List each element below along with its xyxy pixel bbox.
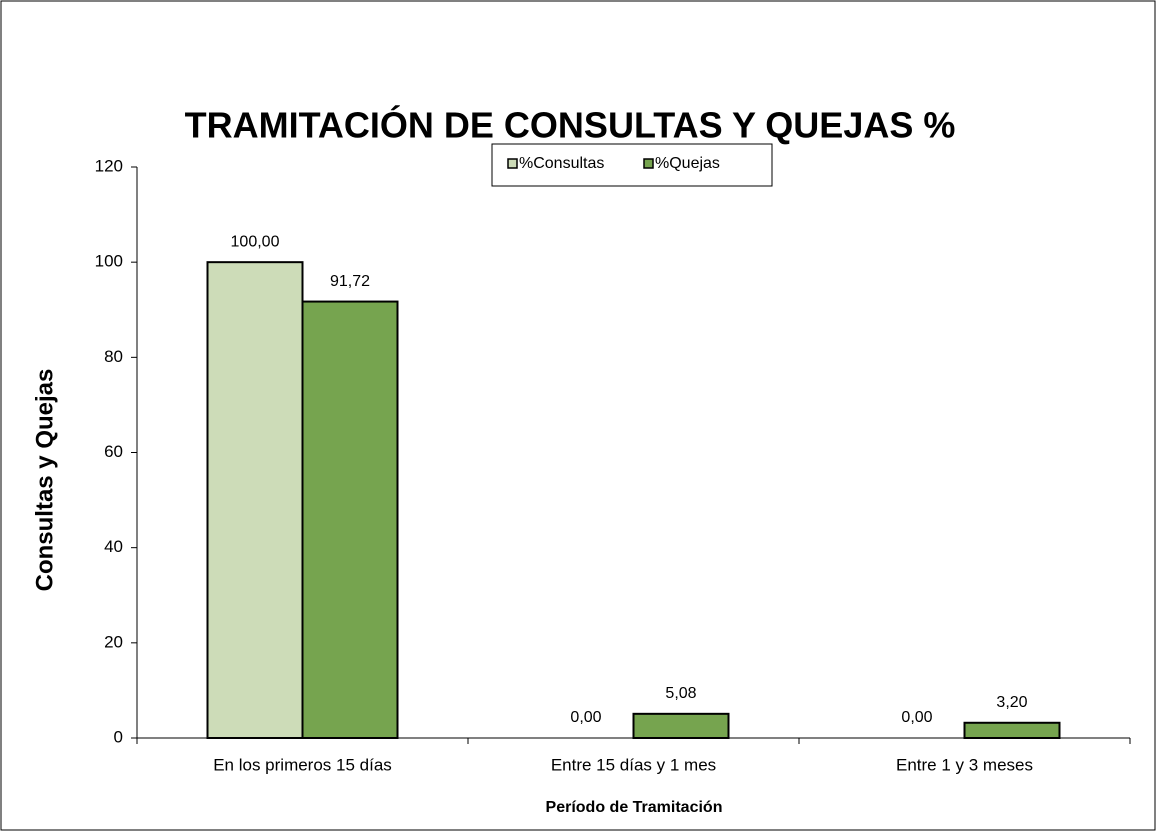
bar <box>206 261 304 739</box>
x-tick-label: Entre 15 días y 1 mes <box>551 755 716 774</box>
value-label: 3,20 <box>996 694 1027 711</box>
value-label: 5,08 <box>665 685 696 702</box>
y-tick-label: 40 <box>104 537 123 556</box>
legend-swatch <box>643 158 654 169</box>
legend-label: %Quejas <box>655 155 720 172</box>
x-tick-label: En los primeros 15 días <box>213 755 392 774</box>
y-tick-label: 20 <box>104 632 123 651</box>
y-tick-label: 100 <box>95 252 123 271</box>
bar <box>963 721 1061 739</box>
value-label: 91,72 <box>330 273 370 290</box>
bar <box>301 300 399 739</box>
y-tick-label: 120 <box>95 156 123 175</box>
value-label: 0,00 <box>570 709 601 726</box>
x-tick-label: Entre 1 y 3 meses <box>896 755 1033 774</box>
y-tick-label: 80 <box>104 347 123 366</box>
legend-box <box>491 143 773 187</box>
y-tick-label: 60 <box>104 442 123 461</box>
bar <box>632 712 730 739</box>
value-label: 100,00 <box>231 233 280 250</box>
y-tick-label: 0 <box>114 727 123 746</box>
y-axis-title: Consultas y Quejas <box>31 369 58 592</box>
value-label: 0,00 <box>901 709 932 726</box>
legend-swatch <box>507 158 518 169</box>
legend-label: %Consultas <box>519 155 604 172</box>
chart-title: TRAMITACIÓN DE CONSULTAS Y QUEJAS % <box>185 104 956 146</box>
x-axis-title: Período de Tramitación <box>546 799 723 816</box>
